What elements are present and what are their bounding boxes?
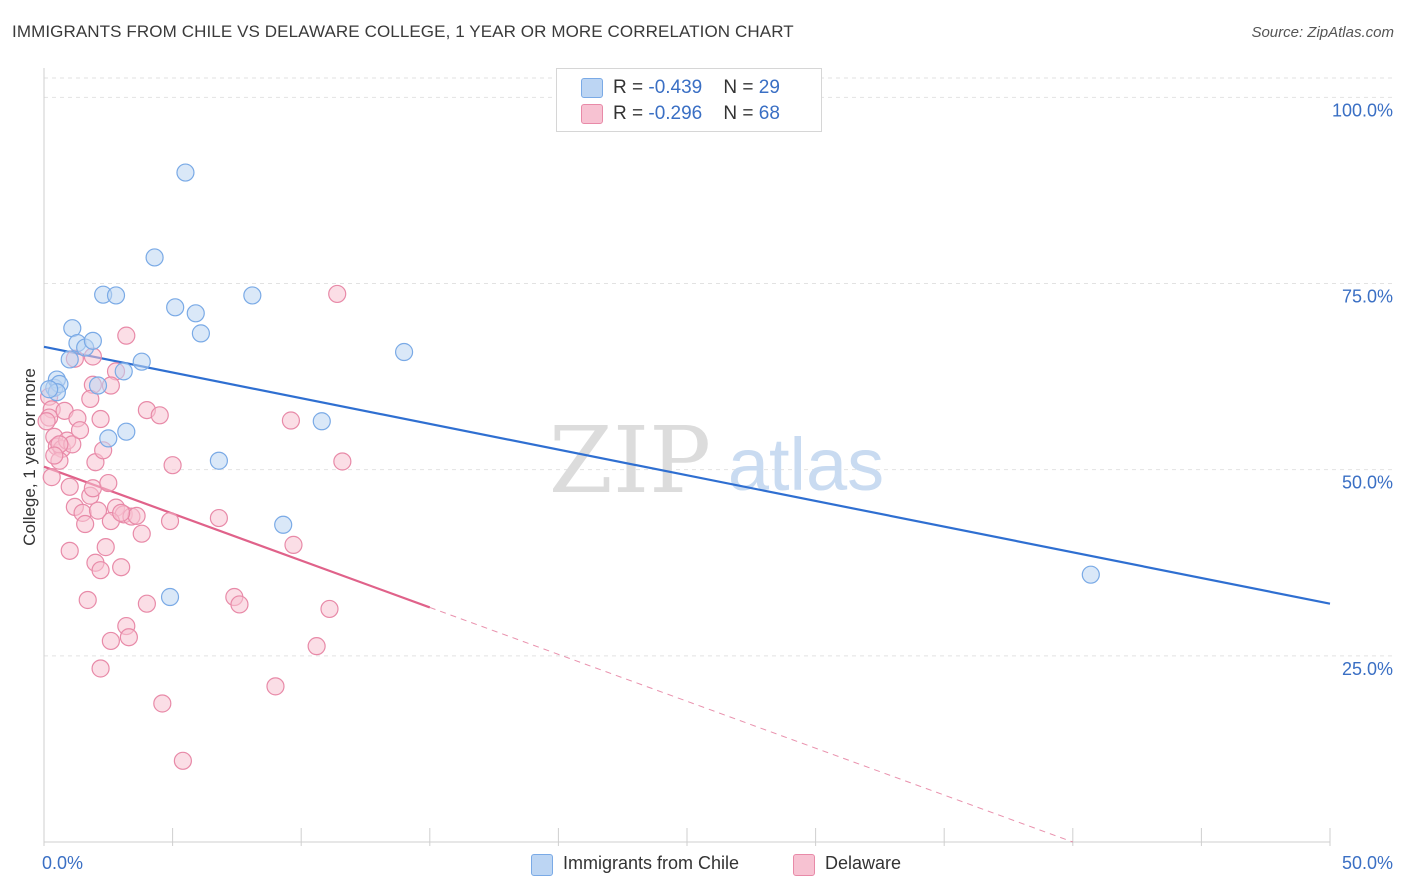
- delaware-point: [101, 631, 120, 651]
- chile-point: [40, 380, 59, 399]
- delaware-point: [42, 468, 61, 487]
- y-tick-label: 50.0%: [1342, 473, 1393, 493]
- delaware-point: [137, 594, 156, 613]
- chile-trend-line: [43, 345, 1331, 605]
- chile-point: [312, 412, 331, 431]
- delaware-trend-extension: [429, 606, 1073, 843]
- bottom-legend-label-delaware: Delaware: [825, 853, 902, 873]
- chile-point: [160, 587, 180, 607]
- x-tick-labels: 0.0% 50.0%: [42, 853, 1393, 873]
- y-tick-label: 25.0%: [1342, 659, 1393, 679]
- correlation-legend: R = -0.439 N = 29 R = -0.296 N = 68: [556, 68, 822, 132]
- delaware-point: [117, 326, 136, 345]
- chile-point: [394, 342, 414, 362]
- x-tick-label: 0.0%: [42, 853, 83, 873]
- chile-point: [132, 352, 151, 371]
- chile-point: [186, 304, 205, 323]
- watermark-atlas: atlas: [728, 423, 884, 506]
- legend-swatch-chile: [581, 78, 603, 98]
- delaware-point: [153, 694, 172, 713]
- delaware-point: [230, 595, 249, 614]
- y-tick-label: 100.0%: [1332, 100, 1393, 120]
- y-tick-label: 75.0%: [1342, 287, 1393, 307]
- chile-point: [274, 515, 293, 534]
- chile-point: [243, 286, 262, 305]
- source-credit: Source: ZipAtlas.com: [1251, 24, 1394, 41]
- delaware-point: [91, 659, 110, 678]
- chile-point: [106, 286, 126, 305]
- bottom-legend-swatch-chile: [531, 854, 553, 876]
- y-axis-title: College, 1 year or more: [20, 368, 39, 546]
- chart-title: IMMIGRANTS FROM CHILE VS DELAWARE COLLEG…: [12, 22, 794, 41]
- chile-point: [1081, 565, 1100, 584]
- delaware-point: [320, 599, 339, 619]
- data-points: [37, 163, 1100, 770]
- gridlines: [44, 77, 1392, 657]
- delaware-point: [60, 477, 79, 496]
- delaware-point: [76, 514, 95, 534]
- delaware-point: [307, 637, 326, 656]
- delaware-point: [266, 677, 285, 696]
- delaware-point: [70, 421, 90, 440]
- delaware-point: [45, 446, 64, 465]
- legend-swatch-delaware: [581, 104, 603, 124]
- delaware-point: [132, 524, 151, 543]
- legend-r-value: -0.296: [648, 103, 703, 124]
- delaware-point: [88, 501, 108, 520]
- chile-point: [114, 362, 133, 381]
- delaware-point: [281, 411, 301, 430]
- chile-point: [83, 331, 102, 350]
- delaware-point: [127, 506, 146, 525]
- chile-point: [209, 451, 228, 470]
- legend-r-label: R =: [613, 103, 649, 124]
- chile-point: [176, 163, 195, 182]
- legend-n-label: N =: [723, 77, 759, 98]
- delaware-point: [160, 511, 180, 531]
- delaware-point: [83, 479, 102, 498]
- delaware-point: [96, 538, 115, 557]
- chile-point: [191, 324, 210, 343]
- chile-point: [60, 350, 79, 369]
- chile-point: [145, 248, 164, 267]
- legend-n-value: 29: [758, 77, 780, 98]
- delaware-point: [37, 412, 56, 431]
- delaware-point: [99, 473, 118, 493]
- delaware-point: [91, 561, 110, 580]
- delaware-point: [119, 628, 138, 647]
- delaware-point: [163, 456, 182, 475]
- delaware-point: [91, 409, 110, 429]
- y-tick-labels: 100.0% 75.0% 50.0% 25.0%: [1332, 100, 1393, 678]
- legend-n-label: N =: [723, 103, 759, 124]
- delaware-point: [328, 284, 347, 304]
- delaware-point: [333, 452, 352, 471]
- axes: [43, 68, 1331, 846]
- chile-point: [99, 429, 118, 448]
- delaware-point: [78, 590, 97, 610]
- delaware-point: [173, 751, 192, 770]
- delaware-point: [284, 535, 303, 554]
- delaware-point: [150, 406, 169, 425]
- chile-point: [166, 298, 185, 317]
- legend-r-label: R =: [613, 77, 649, 98]
- bottom-legend-swatch-delaware: [793, 854, 815, 876]
- x-tick-label: 50.0%: [1342, 853, 1393, 873]
- chile-point: [88, 376, 108, 395]
- watermark-zip: ZIP: [549, 407, 711, 514]
- legend-n-value: 68: [758, 103, 780, 124]
- legend-r-value: -0.439: [648, 77, 703, 98]
- delaware-point: [81, 389, 100, 409]
- chile-point: [117, 422, 136, 441]
- watermark: ZIP atlas: [549, 407, 884, 514]
- delaware-point: [209, 508, 228, 528]
- bottom-legend-label-chile: Immigrants from Chile: [563, 853, 740, 873]
- delaware-point: [60, 541, 79, 560]
- delaware-point: [112, 503, 131, 522]
- delaware-point: [112, 558, 131, 577]
